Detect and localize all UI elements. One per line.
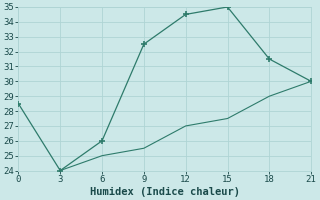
X-axis label: Humidex (Indice chaleur): Humidex (Indice chaleur) bbox=[90, 186, 240, 197]
